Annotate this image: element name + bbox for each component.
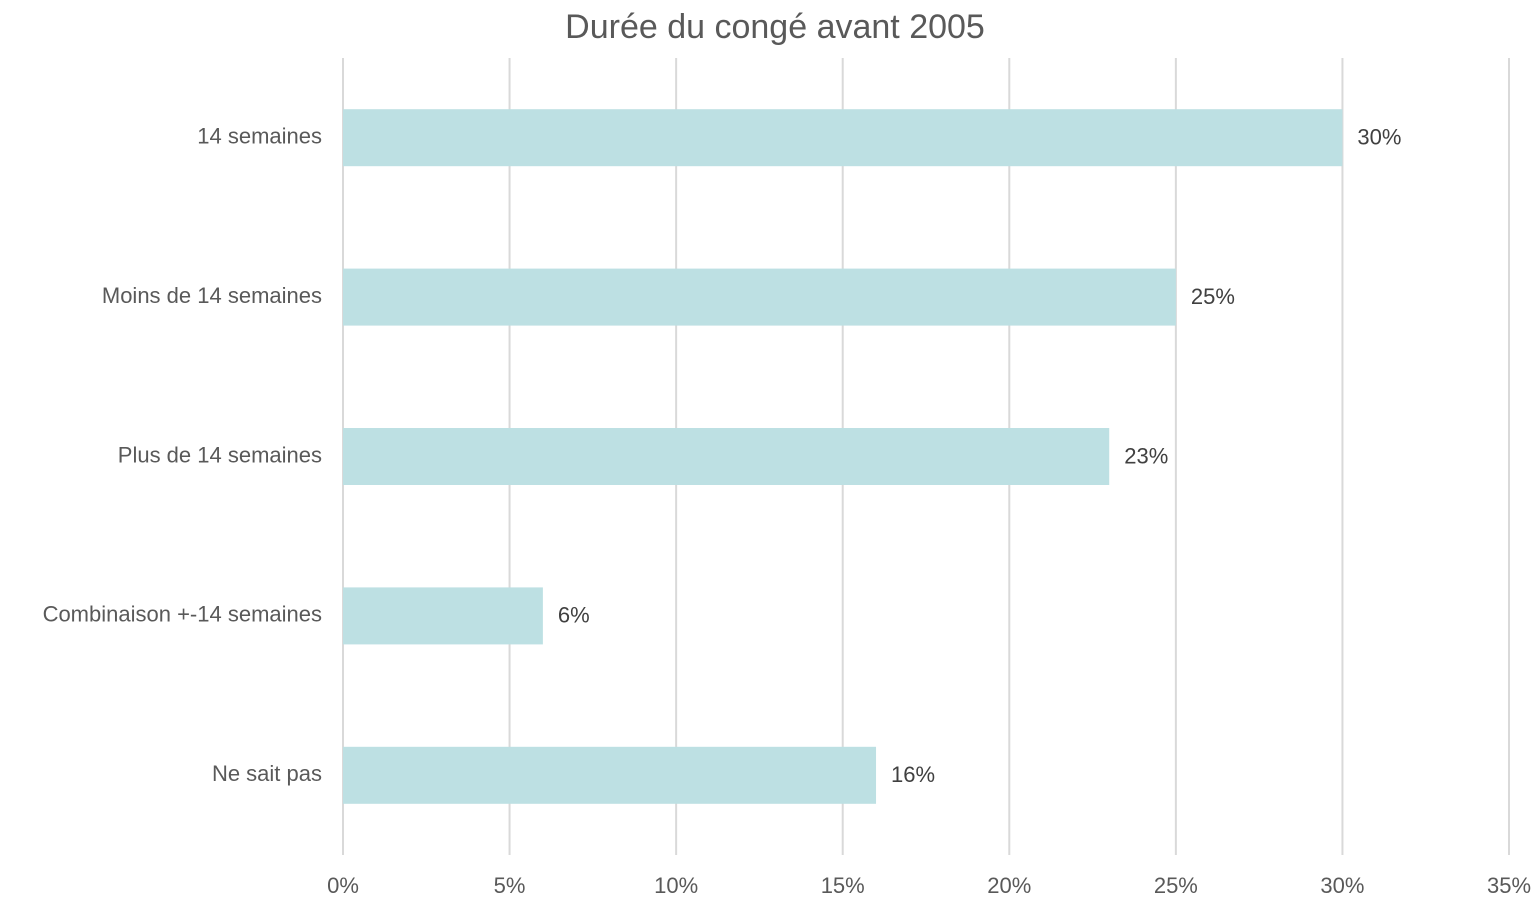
value-label: 30% [1357,125,1401,150]
chart-title: Durée du congé avant 2005 [565,8,985,46]
bar [343,587,543,645]
y-tick-label: Combinaison +-14 semaines [43,602,322,627]
y-tick-label: Plus de 14 semaines [118,442,322,467]
value-label: 23% [1124,443,1168,468]
x-tick-label: 5% [494,873,526,898]
bar [343,428,1110,485]
value-label: 6% [558,603,590,628]
x-tick-label: 30% [1320,873,1364,898]
x-tick-label: 25% [1154,873,1198,898]
x-tick-label: 35% [1487,873,1531,898]
x-tick-label: 20% [987,873,1031,898]
bar [343,746,877,804]
y-tick-label: Moins de 14 semaines [102,283,322,308]
value-label: 16% [891,762,935,787]
x-tick-label: 10% [654,873,698,898]
x-tick-label: 15% [821,873,865,898]
x-tick-label: 0% [327,873,359,898]
bar [343,109,1343,167]
bar [343,268,1176,326]
y-tick-label: Ne sait pas [212,761,322,786]
y-tick-label: 14 semaines [197,124,322,149]
value-label: 25% [1191,284,1235,309]
